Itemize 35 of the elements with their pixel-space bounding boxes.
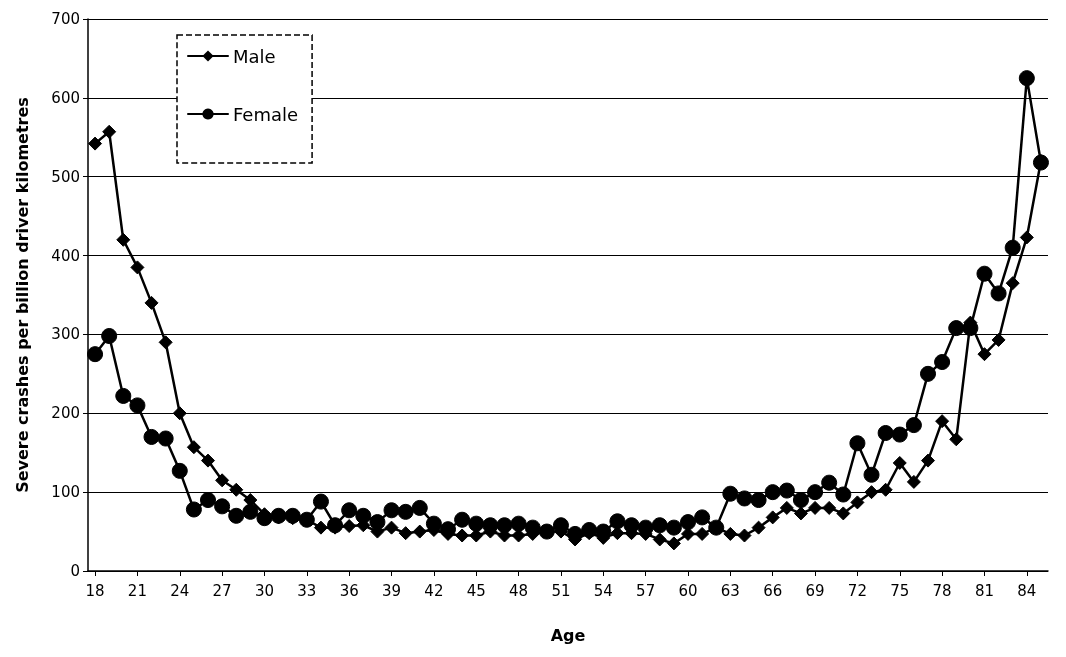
y-tick-label: 200 xyxy=(51,404,80,423)
y-tick-label: 500 xyxy=(51,167,80,186)
x-tick-label: 21 xyxy=(127,581,147,600)
x-tick-label: 48 xyxy=(509,581,529,600)
y-tick-label: 0 xyxy=(70,562,80,580)
x-tick-label: 45 xyxy=(466,581,486,600)
y-axis-title: Severe crashes per billion driver kilometres xyxy=(12,97,32,493)
y-tick-label: 300 xyxy=(51,325,80,344)
x-tick-label: 27 xyxy=(212,581,232,600)
x-tick-label: 69 xyxy=(805,581,825,600)
x-tick-label: 39 xyxy=(381,581,402,600)
x-tick-label: 63 xyxy=(720,581,740,600)
x-tick-label: 24 xyxy=(170,581,190,600)
x-tick-label: 84 xyxy=(1017,581,1037,600)
y-tick-label: 100 xyxy=(51,483,80,502)
legend-label: Female xyxy=(233,103,299,125)
legend-label: Male xyxy=(233,45,276,67)
x-tick-label: 33 xyxy=(297,581,317,600)
x-tick-label: 57 xyxy=(636,581,656,600)
x-tick-label: 36 xyxy=(339,581,359,600)
x-tick-label: 75 xyxy=(890,581,910,600)
x-axis-title: Age xyxy=(550,625,586,645)
x-tick-label: 81 xyxy=(974,581,995,600)
x-tick-label: 54 xyxy=(593,581,613,600)
x-tick-label: 60 xyxy=(678,581,698,600)
x-tick-label: 18 xyxy=(85,581,105,600)
x-tick-label: 51 xyxy=(551,581,571,600)
y-tick-label: 400 xyxy=(51,246,80,265)
x-tick-label: 66 xyxy=(763,581,783,600)
x-tick-label: 72 xyxy=(847,581,867,600)
y-tick-label: 700 xyxy=(51,10,80,28)
x-tick-label: 78 xyxy=(932,581,952,600)
x-tick-label: 30 xyxy=(254,581,275,600)
x-tick-label: 42 xyxy=(424,581,444,600)
y-tick-label: 600 xyxy=(51,88,80,107)
